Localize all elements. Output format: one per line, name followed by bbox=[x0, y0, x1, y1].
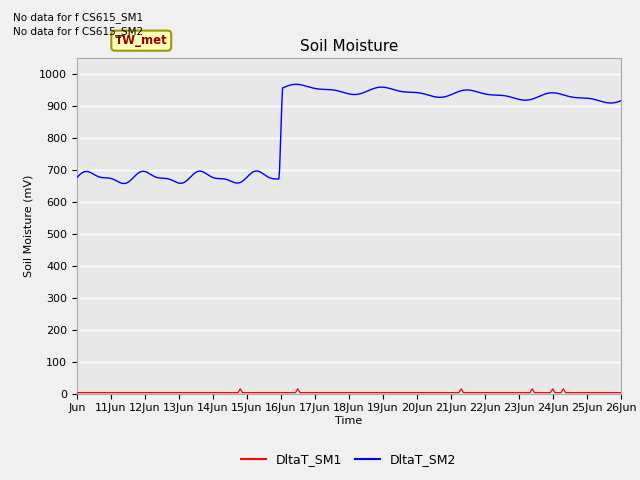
Y-axis label: Soil Moisture (mV): Soil Moisture (mV) bbox=[24, 174, 33, 277]
X-axis label: Time: Time bbox=[335, 416, 362, 426]
Legend: DltaT_SM1, DltaT_SM2: DltaT_SM1, DltaT_SM2 bbox=[236, 448, 461, 471]
Text: No data for f CS615_SM2: No data for f CS615_SM2 bbox=[13, 26, 143, 37]
Title: Soil Moisture: Soil Moisture bbox=[300, 39, 398, 54]
Text: TW_met: TW_met bbox=[115, 34, 168, 47]
Text: No data for f CS615_SM1: No data for f CS615_SM1 bbox=[13, 12, 143, 23]
